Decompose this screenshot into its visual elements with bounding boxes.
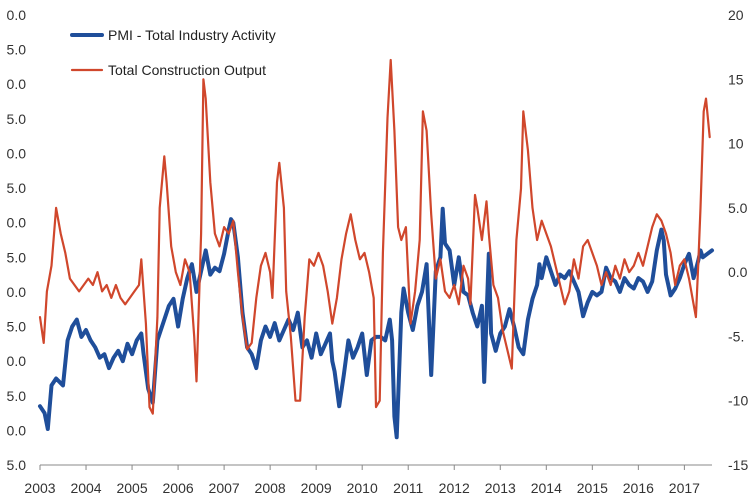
series-line-pmi bbox=[38, 206, 714, 440]
left-tick-label: 5.0 bbox=[7, 42, 27, 58]
right-tick-label: -15 bbox=[728, 457, 748, 473]
x-tick-label: 2015 bbox=[577, 480, 608, 496]
left-tick-label: 5.0 bbox=[7, 249, 27, 265]
x-tick-label: 2013 bbox=[485, 480, 516, 496]
legend-label-pmi: PMI - Total Industry Activity bbox=[108, 27, 276, 43]
left-tick-label: 0.0 bbox=[7, 7, 27, 23]
right-tick-label: 15 bbox=[728, 71, 744, 87]
x-tick-label: 2017 bbox=[669, 480, 700, 496]
left-tick-label: 0.0 bbox=[7, 284, 27, 300]
legend-item-construction: Total Construction Output bbox=[70, 62, 266, 78]
x-tick-label: 2011 bbox=[393, 480, 423, 496]
x-tick-label: 2010 bbox=[347, 480, 378, 496]
left-tick-label: 0.0 bbox=[7, 422, 27, 438]
x-tick-label: 2004 bbox=[70, 480, 101, 496]
x-tick-label: 2005 bbox=[116, 480, 147, 496]
legend-item-pmi: PMI - Total Industry Activity bbox=[70, 27, 276, 43]
left-axis-ticks: 0.0 5.0 0.0 5.0 0.0 5.0 0.0 5.0 0.0 5.0 0.0 5.0 0.0 5… bbox=[7, 7, 27, 473]
left-tick-label: 5.0 bbox=[7, 111, 27, 127]
x-tick-label: 2006 bbox=[163, 480, 194, 496]
legend: PMI - Total Industry Activity Total Cons… bbox=[70, 27, 276, 78]
left-tick-label: 0.0 bbox=[7, 76, 27, 92]
left-tick-label: 5.0 bbox=[7, 319, 27, 335]
left-tick-label: 5.0 bbox=[7, 457, 27, 473]
left-tick-label: 5.0 bbox=[7, 180, 27, 196]
right-tick-label: 5.0 bbox=[728, 200, 748, 216]
right-axis-ticks: 20 15 10 5.0 0.0 -5. -10 -15 bbox=[728, 7, 748, 473]
series-line-construction bbox=[38, 58, 711, 415]
x-tick-label: 2014 bbox=[531, 480, 562, 496]
right-tick-label: 10 bbox=[728, 136, 744, 152]
left-tick-label: 0.0 bbox=[7, 145, 27, 161]
right-tick-label: -10 bbox=[728, 393, 748, 409]
left-tick-label: 0.0 bbox=[7, 353, 27, 369]
series-group bbox=[38, 58, 714, 440]
x-tick-label: 2009 bbox=[301, 480, 332, 496]
left-tick-label: 0.0 bbox=[7, 215, 27, 231]
x-tick-label: 2008 bbox=[255, 480, 286, 496]
x-tick-label: 2007 bbox=[209, 480, 240, 496]
right-tick-label: 0.0 bbox=[728, 264, 748, 280]
legend-label-construction: Total Construction Output bbox=[108, 62, 266, 78]
x-tick-label: 2016 bbox=[623, 480, 654, 496]
x-tick-label: 2012 bbox=[439, 480, 470, 496]
right-tick-label: -5. bbox=[728, 328, 744, 344]
left-tick-label: 5.0 bbox=[7, 388, 27, 404]
x-tick-label: 2003 bbox=[24, 480, 55, 496]
right-tick-label: 20 bbox=[728, 7, 744, 23]
x-axis-ticks: 2003 2004 2005 2006 2007 2008 2009 2010 2011 2012… bbox=[24, 465, 700, 496]
